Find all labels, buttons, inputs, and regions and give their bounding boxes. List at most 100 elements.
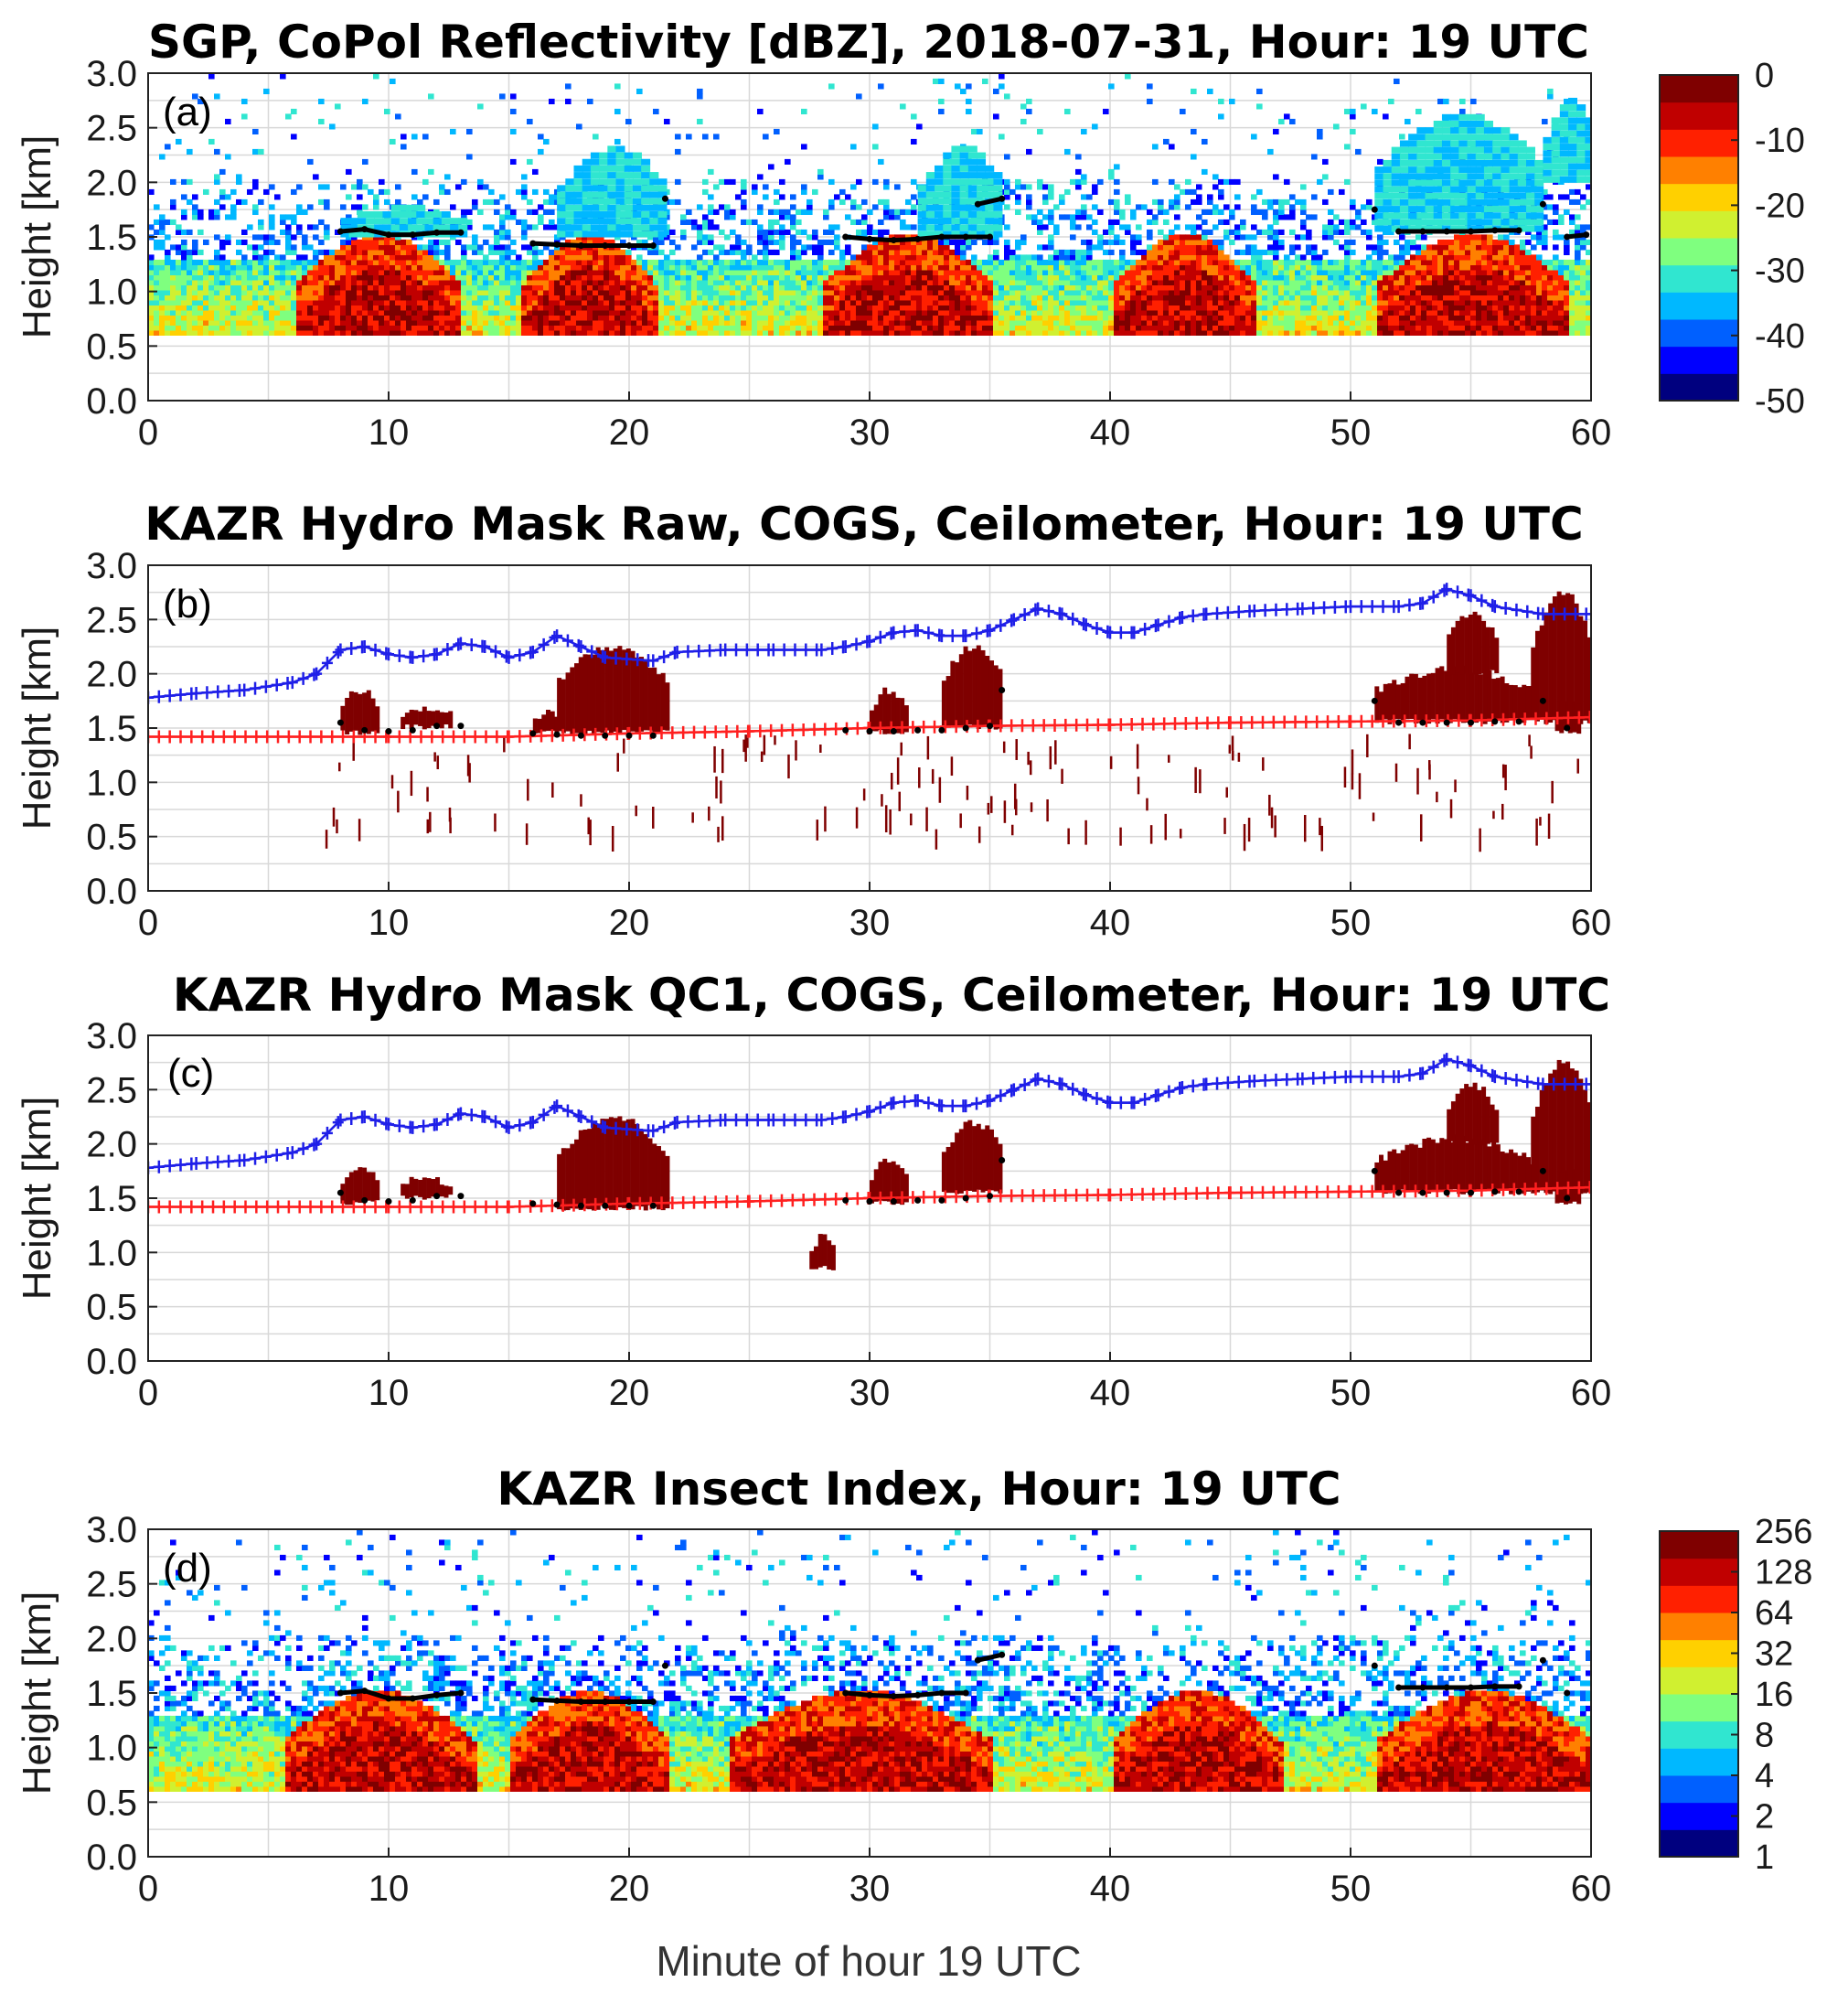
- heat-cell: [170, 219, 176, 225]
- heat-cell: [148, 224, 155, 230]
- heat-cell: [944, 329, 950, 336]
- heat-cell: [708, 219, 714, 225]
- heat-cell: [1026, 194, 1032, 200]
- heat-cell: [806, 319, 813, 326]
- heat-cell: [1240, 315, 1246, 321]
- heat-cell: [999, 295, 1005, 301]
- heat-cell: [988, 239, 994, 245]
- heat-cell: [1108, 198, 1115, 205]
- heat-cell: [527, 315, 533, 321]
- heat-cell: [1361, 229, 1367, 235]
- heat-cell: [593, 319, 599, 326]
- heat-cell: [966, 269, 972, 275]
- heat-cell: [982, 259, 988, 265]
- heat-cell: [1328, 315, 1334, 321]
- heat-cell: [1350, 204, 1356, 210]
- heat-cell: [960, 249, 967, 255]
- heat-cell: [828, 309, 835, 316]
- heat-cell: [461, 264, 467, 271]
- heat-cell: [779, 244, 785, 251]
- heat-cell: [280, 279, 286, 285]
- heat-cell: [1191, 279, 1197, 285]
- heat-cell: [1322, 299, 1329, 305]
- heat-cell: [241, 254, 248, 261]
- heat-cell: [642, 325, 648, 331]
- heat-cell: [368, 284, 374, 291]
- heat-cell: [549, 289, 555, 295]
- heat-cell: [702, 188, 709, 195]
- heat-cell: [1229, 274, 1235, 281]
- heat-cell: [357, 194, 363, 200]
- heat-cell: [768, 295, 774, 301]
- heat-cell: [878, 219, 884, 225]
- heat-cell: [697, 289, 703, 295]
- heat-cell: [845, 329, 851, 336]
- heat-cell: [779, 325, 785, 331]
- heat-cell: [686, 289, 692, 295]
- heat-cell: [598, 309, 604, 316]
- heat-cell: [587, 249, 593, 255]
- heat-cell: [516, 269, 522, 275]
- heat-cell: [845, 309, 851, 316]
- heat-cell: [411, 315, 418, 321]
- heat-cell: [538, 148, 544, 155]
- heat-cell: [549, 325, 555, 331]
- heat-cell: [1053, 315, 1060, 321]
- heat-cell: [636, 315, 643, 321]
- heat-cell: [631, 279, 637, 285]
- heat-cell: [796, 279, 802, 285]
- heat-cell: [664, 295, 670, 301]
- heat-cell: [1273, 174, 1279, 180]
- heat-cell: [1042, 259, 1049, 265]
- heat-cell: [543, 284, 550, 291]
- heat-cell: [318, 299, 325, 305]
- heat-cell: [697, 118, 703, 124]
- heat-cell: [1223, 309, 1230, 316]
- heat-cell: [148, 299, 155, 305]
- heat-cell: [1372, 299, 1378, 305]
- heat-cell: [516, 219, 522, 225]
- heat-cell: [176, 269, 182, 275]
- heat-cell: [977, 264, 983, 271]
- heat-cell: [357, 289, 363, 295]
- heat-cell: [1350, 113, 1356, 120]
- heat-cell: [922, 279, 928, 285]
- heat-cell: [999, 274, 1005, 281]
- heat-cell: [1317, 284, 1323, 291]
- heat-cell: [883, 325, 890, 331]
- heat-cell: [527, 244, 533, 251]
- heat-cell: [845, 259, 851, 265]
- heat-cell: [1295, 244, 1301, 251]
- heat-cell: [411, 264, 418, 271]
- heat-cell: [977, 269, 983, 275]
- heat-cell: [1355, 295, 1362, 301]
- heat-cell: [1361, 279, 1367, 285]
- heat-cell: [549, 295, 555, 301]
- heat-cell: [411, 254, 418, 261]
- heat-cell: [357, 254, 363, 261]
- heat-cell: [148, 309, 155, 316]
- heat-cell: [614, 319, 621, 326]
- heat-cell: [384, 244, 390, 251]
- heat-cell: [801, 279, 807, 285]
- heat-cell: [900, 295, 906, 301]
- heat-cell: [1064, 249, 1071, 255]
- heat-cell: [1366, 279, 1373, 285]
- heat-cell: [571, 279, 577, 285]
- heat-cell: [1097, 319, 1104, 326]
- heat-cell: [1136, 299, 1142, 305]
- heat-cell: [856, 178, 862, 185]
- heat-cell: [510, 325, 517, 331]
- heat-cell: [1333, 274, 1340, 281]
- heat-cell: [1048, 299, 1054, 305]
- heat-cell: [198, 289, 204, 295]
- heat-cell: [1278, 264, 1285, 271]
- heat-cell: [757, 295, 764, 301]
- heat-cell: [1059, 269, 1065, 275]
- heat-cell: [636, 259, 643, 265]
- heat-cell: [1262, 325, 1268, 331]
- heat-cell: [900, 325, 906, 331]
- heat-cell: [834, 279, 840, 285]
- heat-cell: [1026, 259, 1032, 265]
- heat-cell: [472, 239, 478, 245]
